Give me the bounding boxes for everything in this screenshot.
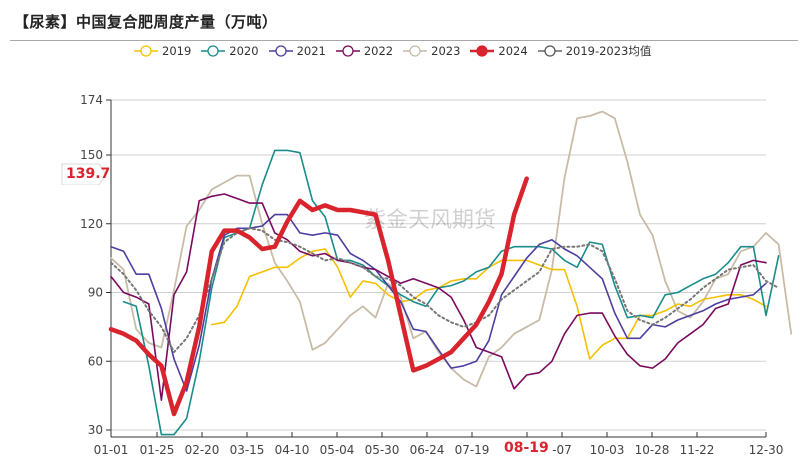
legend-label: 2019 bbox=[162, 44, 192, 58]
legend-label: 2022 bbox=[363, 44, 394, 58]
legend-label: 2021 bbox=[296, 44, 326, 58]
x-tick-label: 05-04 bbox=[320, 443, 355, 457]
watermark: 紫金天风期货 bbox=[364, 208, 496, 233]
legend-label: 2024 bbox=[498, 44, 528, 58]
chart-title: 【尿素】中国复合肥周度产量（万吨） bbox=[14, 13, 278, 31]
legend-item-2022[interactable]: 2022 bbox=[335, 44, 394, 58]
legend-label: 2023 bbox=[431, 44, 461, 58]
series-line-2019-2023均值 bbox=[110, 227, 780, 354]
current-value-badge bbox=[61, 163, 105, 185]
x-tick-label: -07 bbox=[552, 443, 572, 457]
legend-item-2023[interactable]: 2023 bbox=[403, 44, 460, 58]
x-tick-label: 01-01 bbox=[94, 443, 129, 457]
legend-marker-icon bbox=[201, 45, 226, 57]
x-tick-label: 11-22 bbox=[680, 443, 715, 457]
x-tick-label: 12-30 bbox=[749, 443, 784, 457]
legend-marker-icon bbox=[268, 45, 293, 57]
x-tick-label: 06-24 bbox=[410, 443, 445, 457]
legend-marker-icon bbox=[134, 45, 158, 57]
legend-item-2024[interactable]: 2024 bbox=[470, 44, 528, 58]
x-tick-label: 10-28 bbox=[635, 443, 670, 457]
y-tick-label: 90 bbox=[88, 286, 103, 300]
y-tick-label: 174 bbox=[80, 93, 103, 107]
series-line-2022 bbox=[110, 193, 767, 401]
legend-label: 2019-2023均值 bbox=[565, 44, 652, 58]
x-tick-label: 02-20 bbox=[185, 443, 220, 457]
x-tick-label: 04-10 bbox=[275, 443, 310, 457]
y-tick-label: 150 bbox=[80, 148, 103, 162]
y-tick-label: 120 bbox=[80, 217, 103, 231]
legend-item-2020[interactable]: 2020 bbox=[201, 44, 259, 58]
x-tick-label: 07-19 bbox=[455, 443, 490, 457]
legend-label: 2020 bbox=[229, 44, 259, 58]
legend-item-2019-2023均值[interactable]: 2019-2023均值 bbox=[537, 43, 652, 59]
series-line-2021 bbox=[110, 213, 767, 392]
series-line-2020 bbox=[122, 149, 780, 436]
y-tick-label: 30 bbox=[88, 423, 103, 437]
x-tick-label: 05-30 bbox=[365, 443, 400, 457]
legend-item-2019[interactable]: 2019 bbox=[134, 44, 191, 58]
legend-item-2021[interactable]: 2021 bbox=[268, 44, 326, 58]
legend-marker-icon bbox=[470, 45, 495, 57]
x-tick-label: 03-15 bbox=[230, 443, 265, 457]
legend-marker-icon bbox=[335, 45, 360, 57]
series-line-2024 bbox=[108, 176, 529, 417]
current-value-label: 139.7 bbox=[66, 166, 111, 182]
x-tick-label: 01-25 bbox=[140, 443, 175, 457]
legend-marker-icon bbox=[403, 45, 428, 57]
chart-legend: 2019 2020 2021 2022 2023 2024 2019-2023均值 bbox=[134, 41, 661, 61]
current-date-label: 08-19 bbox=[504, 440, 549, 456]
x-tick-label: 10-03 bbox=[590, 443, 625, 457]
title-divider bbox=[10, 40, 798, 41]
y-tick-label: 60 bbox=[88, 354, 103, 368]
legend-marker-icon bbox=[537, 45, 562, 57]
